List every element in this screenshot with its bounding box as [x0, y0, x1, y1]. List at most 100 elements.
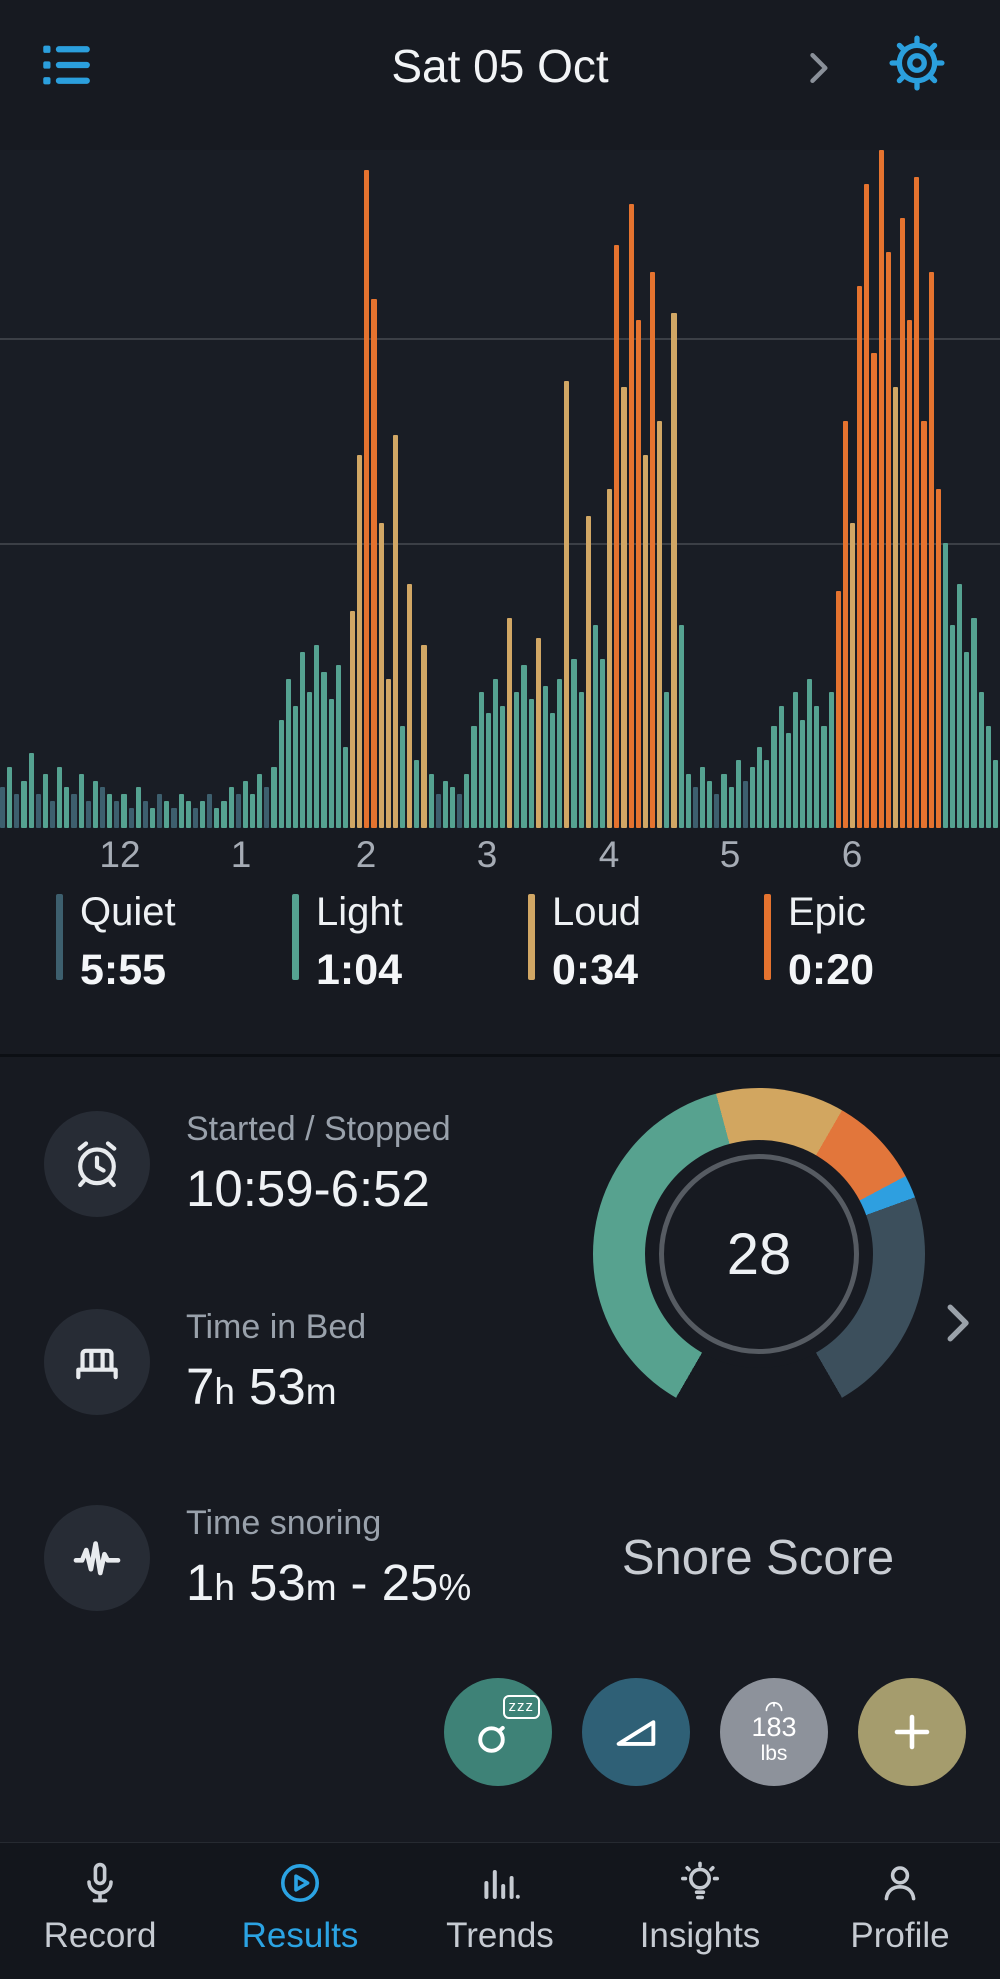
chart-bar	[42, 773, 48, 828]
chart-bar	[635, 319, 641, 828]
tab-results[interactable]: Results	[200, 1843, 400, 1979]
legend-time: 5:55	[80, 946, 167, 994]
chart-bar	[78, 773, 84, 828]
chart-bar	[985, 726, 991, 828]
chart-bar	[750, 766, 756, 828]
next-date-button[interactable]	[796, 46, 840, 90]
chart-bar	[157, 794, 163, 828]
chart-bar	[450, 787, 456, 828]
weight-value: 183	[751, 1712, 797, 1742]
light-color-bar	[292, 894, 299, 980]
chart-bar	[642, 455, 648, 828]
chart-bar	[828, 692, 834, 828]
epic-color-bar	[764, 894, 771, 980]
started-stopped-value: 10:59-6:52	[186, 1160, 430, 1217]
chart-bar	[14, 794, 20, 828]
tab-label: Insights	[639, 1916, 761, 1955]
gear-icon	[888, 34, 946, 92]
chart-bar	[207, 794, 213, 828]
chart-bar	[100, 787, 106, 828]
waveform-icon	[44, 1505, 150, 1611]
chart-bar	[521, 665, 527, 828]
chart-bar	[485, 712, 491, 828]
chart-bar	[0, 787, 6, 828]
chart-bar	[714, 794, 720, 828]
chart-bar	[500, 705, 506, 828]
chart-bar	[442, 780, 448, 828]
chart-bar	[307, 692, 313, 828]
quick-actions: zzz 183 lbs	[444, 1678, 966, 1786]
chart-bar	[564, 380, 570, 828]
chart-bar	[957, 583, 963, 828]
chart-bar	[721, 773, 727, 828]
tab-profile[interactable]: Profile	[800, 1843, 1000, 1979]
legend-label: Light	[316, 890, 403, 934]
chart-bar	[792, 692, 798, 828]
chart-bar	[785, 733, 791, 828]
tab-record[interactable]: Record	[0, 1843, 200, 1979]
chart-bar	[228, 787, 234, 828]
chart-bar	[935, 489, 941, 828]
chart-bar	[357, 455, 363, 828]
chart-bar	[742, 780, 748, 828]
snoring-person-icon	[472, 1706, 524, 1758]
chart-bar	[28, 753, 34, 828]
chart-bar	[150, 807, 156, 828]
legend-time: 1:04	[316, 946, 403, 994]
chart-bar	[242, 780, 248, 828]
quiet-color-bar	[56, 894, 63, 980]
chart-bar	[185, 800, 191, 828]
chart-bar	[814, 705, 820, 828]
chart-bar	[257, 773, 263, 828]
ramp-triangle-icon	[610, 1706, 662, 1758]
tab-trends[interactable]: Trends	[400, 1843, 600, 1979]
x-axis-ticks: 12 1 2 3 4 5 6	[0, 832, 1000, 884]
chart-bar	[178, 794, 184, 828]
chart-bar	[664, 692, 670, 828]
stat-label: Time in Bed	[186, 1308, 367, 1346]
chart-bar	[421, 644, 427, 828]
chart-bar	[578, 692, 584, 828]
chart-bar	[121, 794, 127, 828]
menu-button[interactable]	[36, 36, 94, 94]
chart-bars	[0, 150, 1000, 828]
chart-bar	[871, 353, 877, 828]
chart-bar	[550, 712, 556, 828]
chart-bar	[535, 638, 541, 828]
chart-bar	[328, 699, 334, 828]
chart-bar	[992, 760, 998, 828]
chart-bar	[964, 651, 970, 828]
legend-label: Loud	[552, 890, 641, 934]
chart-bar	[971, 617, 977, 828]
time-in-bed-value: 7h 53m	[186, 1358, 337, 1415]
chart-bar	[592, 624, 598, 828]
chevron-right-icon	[796, 46, 840, 90]
ramp-button[interactable]	[582, 1678, 690, 1786]
chart-bar	[542, 685, 548, 828]
chart-bar	[300, 651, 306, 828]
chart-bar	[557, 678, 563, 828]
chart-bar	[585, 516, 591, 828]
chart-bar	[821, 726, 827, 828]
add-button[interactable]	[858, 1678, 966, 1786]
snore-gym-button[interactable]: zzz	[444, 1678, 552, 1786]
chart-bar	[892, 387, 898, 828]
legend-item-quiet: Quiet 5:55	[56, 888, 292, 1048]
tab-insights[interactable]: Insights	[600, 1843, 800, 1979]
chart-bar	[835, 590, 841, 828]
chart-bar	[671, 312, 677, 828]
snore-score-label: Snore Score	[621, 1531, 895, 1585]
chevron-right-icon	[930, 1296, 984, 1350]
chart-bar	[650, 272, 656, 828]
chart-bar	[92, 780, 98, 828]
chart-bar	[57, 766, 63, 828]
person-icon	[876, 1859, 924, 1907]
chart-bar	[900, 217, 906, 828]
chart-bar	[64, 787, 70, 828]
weight-button[interactable]: 183 lbs	[720, 1678, 828, 1786]
chart-bar	[657, 421, 663, 828]
settings-button[interactable]	[888, 34, 946, 92]
score-detail-button[interactable]	[930, 1296, 984, 1350]
chart-bar	[378, 522, 384, 828]
started-stopped-row: Started / Stopped 10:59-6:52	[44, 1110, 451, 1218]
